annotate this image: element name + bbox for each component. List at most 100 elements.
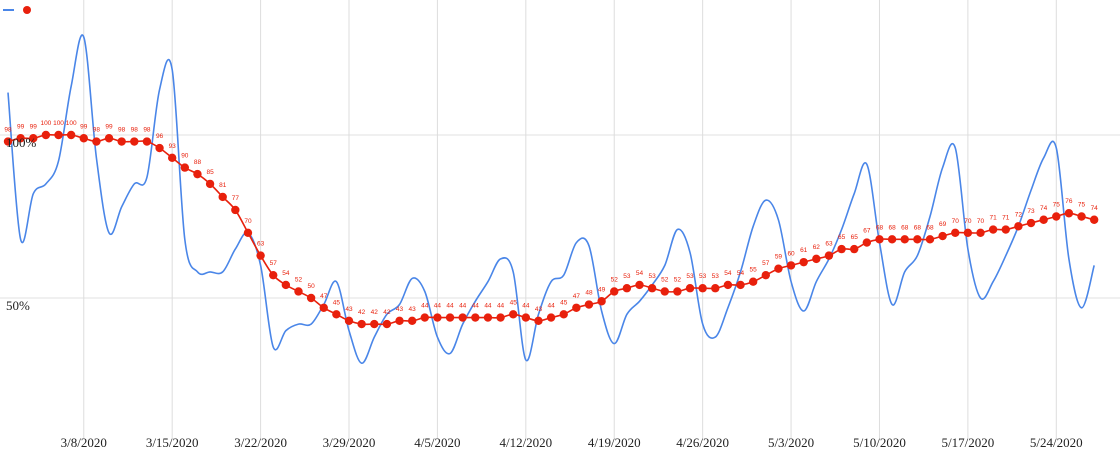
data-label: 42	[371, 309, 379, 316]
data-label: 57	[762, 260, 770, 267]
average-point	[534, 316, 543, 326]
average-point	[635, 280, 644, 290]
data-label: 55	[750, 267, 758, 274]
average-point	[887, 235, 897, 244]
x-tick-label: 3/15/2020	[146, 435, 199, 450]
data-label: 42	[383, 309, 391, 316]
average-point	[913, 235, 922, 244]
average-point	[963, 228, 973, 237]
average-point	[269, 270, 278, 280]
average-point	[925, 235, 935, 244]
data-label: 42	[358, 309, 366, 316]
average-point	[736, 280, 745, 290]
data-label: 68	[926, 224, 934, 231]
average-point	[319, 303, 328, 312]
data-label: 96	[156, 133, 164, 140]
data-label: 52	[661, 276, 669, 283]
data-label: 98	[118, 127, 126, 134]
average-point	[193, 169, 202, 179]
x-tick-label: 4/19/2020	[588, 435, 641, 450]
average-point	[142, 137, 152, 146]
average-point	[572, 303, 581, 312]
average-point	[29, 134, 38, 143]
x-tick-label: 5/24/2020	[1030, 435, 1083, 450]
data-label: 44	[472, 303, 480, 310]
data-label: 70	[964, 218, 972, 225]
data-label: 43	[535, 306, 543, 313]
data-label: 44	[497, 303, 505, 310]
average-point	[256, 251, 265, 260]
data-label: 52	[611, 276, 619, 283]
data-label: 44	[446, 303, 454, 310]
average-point	[54, 130, 63, 140]
data-label: 53	[712, 273, 720, 280]
average-point	[104, 134, 114, 143]
average-point	[382, 319, 392, 329]
x-tick-label: 3/8/2020	[61, 435, 107, 450]
average-point	[395, 316, 404, 326]
average-point	[610, 287, 619, 296]
data-label: 70	[952, 218, 960, 225]
average-point	[420, 313, 429, 322]
data-label: 43	[409, 306, 417, 313]
average-point	[812, 254, 821, 264]
average-point	[862, 238, 872, 247]
average-point	[117, 137, 126, 146]
average-point	[243, 228, 253, 237]
average-point	[3, 137, 13, 146]
data-label: 45	[560, 299, 568, 306]
average-point	[433, 313, 442, 322]
data-label: 77	[232, 195, 240, 202]
data-label: 71	[1002, 215, 1010, 222]
average-point	[231, 205, 240, 215]
x-axis: 3/8/2020 3/15/2020 3/22/2020 3/29/2020 4/5/2…	[61, 435, 1083, 450]
data-label: 90	[181, 153, 189, 160]
data-label: 52	[674, 276, 682, 283]
average-point	[711, 284, 720, 293]
data-label: 99	[30, 123, 38, 130]
data-label: 50	[308, 283, 316, 290]
data-label: 74	[1040, 205, 1048, 212]
x-tick-label: 4/26/2020	[676, 435, 729, 450]
data-label: 44	[434, 303, 442, 310]
x-tick-label: 5/17/2020	[942, 435, 995, 450]
average-point	[660, 287, 669, 296]
average-point	[597, 297, 606, 306]
data-label: 75	[1078, 202, 1086, 209]
x-tick-label: 5/10/2020	[853, 435, 906, 450]
data-label: 57	[270, 260, 278, 267]
average-point	[521, 313, 531, 322]
average-point	[332, 310, 341, 319]
average-point	[218, 192, 227, 202]
average-point	[92, 137, 101, 146]
data-label: 53	[623, 273, 631, 280]
y-tick-label: 50%	[6, 298, 30, 313]
data-label: 75	[1053, 202, 1061, 209]
average-point	[167, 153, 177, 163]
average-point	[79, 134, 88, 143]
data-label: 48	[585, 290, 593, 297]
average-point	[306, 293, 316, 303]
data-label: 76	[1065, 198, 1073, 205]
average-point	[180, 163, 190, 172]
data-label: 70	[977, 218, 985, 225]
average-point	[951, 228, 960, 237]
legend	[3, 6, 31, 14]
y-axis: 100% 50%	[6, 135, 37, 313]
data-label: 100	[66, 120, 77, 127]
data-label: 68	[876, 224, 884, 231]
data-label: 53	[686, 273, 694, 280]
average-point	[1026, 218, 1036, 228]
average-point	[698, 284, 707, 293]
data-label: 63	[825, 241, 833, 248]
average-point	[976, 228, 985, 237]
data-label: 43	[396, 306, 404, 313]
data-label: 98	[131, 127, 139, 134]
data-label: 52	[295, 276, 303, 283]
data-label: 98	[143, 127, 151, 134]
data-label: 63	[257, 241, 265, 248]
data-label: 98	[93, 127, 101, 134]
average-point	[622, 284, 632, 293]
data-label: 49	[598, 286, 606, 293]
average-point	[584, 300, 594, 309]
